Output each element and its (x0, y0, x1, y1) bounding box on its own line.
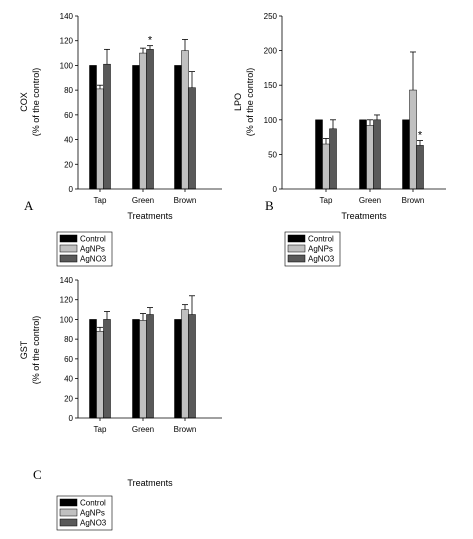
x-axis-title-c: Treatments (127, 478, 173, 488)
y-tick-label-c-80: 80 (64, 335, 73, 344)
legend-swatch-c-agno3 (59, 518, 78, 527)
x-tick-label-c-brown: Brown (174, 425, 197, 434)
x-axis-title-b: Treatments (341, 211, 387, 221)
bar-a-green-control (132, 65, 140, 190)
bar-a-tap-agno3 (103, 63, 111, 190)
x-tick-label-c-green: Green (132, 425, 154, 434)
bar-b-green-control (359, 119, 367, 190)
legend-label-a-agnps: AgNPs (80, 245, 105, 254)
bar-a-brown-agnps (181, 50, 189, 190)
panel-letter-b: B (265, 198, 274, 213)
legend-swatch-b-agno3 (287, 254, 306, 263)
significance-marker-a: * (148, 35, 153, 47)
y-tick-label-a-20: 20 (64, 160, 73, 169)
bar-c-green-control (132, 319, 140, 419)
panel-letter-c: C (33, 467, 42, 482)
bar-a-brown-agno3 (188, 87, 196, 190)
bar-a-green-agnps (139, 52, 147, 190)
x-tick-label-b-green: Green (359, 196, 381, 205)
bar-c-green-agno3 (146, 314, 154, 419)
legend-swatch-a-control (59, 234, 78, 243)
y-axis-subtitle-b: (% of the control) (245, 68, 255, 137)
legend-label-c-agnps: AgNPs (80, 509, 105, 518)
legend-swatch-c-control (59, 498, 78, 507)
bar-c-brown-control (174, 319, 182, 419)
legend-label-c-agno3: AgNO3 (80, 519, 107, 528)
y-tick-label-a-60: 60 (64, 111, 73, 120)
bar-b-green-agnps (366, 125, 374, 190)
y-tick-label-b-0: 0 (273, 185, 278, 194)
y-axis-subtitle-a: (% of the control) (31, 68, 41, 137)
bar-b-tap-control (315, 119, 323, 190)
bar-c-green-agnps (139, 320, 147, 419)
y-tick-label-a-80: 80 (64, 86, 73, 95)
bar-c-brown-agnps (181, 309, 189, 419)
x-tick-label-c-tap: Tap (94, 425, 107, 434)
y-tick-label-b-250: 250 (264, 12, 278, 21)
legend-swatch-a-agnps (59, 244, 78, 253)
legend-swatch-b-control (287, 234, 306, 243)
panel-c-gst-chart: 0 20 40 60 80 100 120 140 Tap Green Brown Treatment… (19, 276, 222, 531)
bar-c-brown-agno3 (188, 314, 196, 419)
bar-b-brown-agnps (409, 89, 417, 190)
bar-b-green-agno3 (373, 119, 381, 190)
y-tick-label-b-100: 100 (264, 116, 278, 125)
panel-b-lpo-chart: * 0 50 100 150 200 250 Tap Green Brown Treatments L… (233, 12, 446, 267)
legend-label-c-control: Control (80, 499, 106, 508)
legend-label-b-agnps: AgNPs (308, 245, 333, 254)
y-tick-label-b-200: 200 (264, 47, 278, 56)
y-tick-label-c-140: 140 (60, 276, 74, 285)
x-tick-label-a-tap: Tap (94, 196, 107, 205)
y-tick-label-a-100: 100 (60, 61, 74, 70)
y-axis-title-b: LPO (233, 93, 243, 111)
y-tick-label-c-100: 100 (60, 315, 74, 324)
x-tick-label-b-tap: Tap (320, 196, 333, 205)
y-tick-label-c-20: 20 (64, 394, 73, 403)
bar-a-brown-control (174, 65, 182, 190)
bar-b-brown-control (402, 119, 410, 190)
bar-b-brown-agno3 (416, 145, 424, 190)
y-tick-label-c-0: 0 (69, 414, 74, 423)
x-tick-label-a-green: Green (132, 196, 154, 205)
legend-label-a-agno3: AgNO3 (80, 255, 107, 264)
y-tick-label-a-140: 140 (60, 12, 74, 21)
y-tick-label-c-60: 60 (64, 355, 73, 364)
y-axis-title-c: GST (19, 340, 29, 359)
panel-a-cox-chart: * 0 20 40 60 80 100 120 140 Tap Green BrownTreatmen… (19, 12, 222, 267)
legend-swatch-c-agnps (59, 508, 78, 517)
significance-marker-b: * (418, 130, 423, 142)
legend-swatch-b-agnps (287, 244, 306, 253)
legend-label-a-control: Control (80, 235, 106, 244)
y-axis-subtitle-c: (% of the control) (31, 316, 41, 385)
bar-c-tap-control (89, 319, 97, 419)
panel-letter-a: A (24, 198, 34, 213)
bar-c-tap-agno3 (103, 319, 111, 419)
bar-b-tap-agnps (322, 143, 330, 190)
y-tick-label-a-120: 120 (60, 37, 74, 46)
bar-a-green-agno3 (146, 49, 154, 190)
x-tick-label-a-brown: Brown (174, 196, 197, 205)
bar-a-tap-agnps (96, 88, 104, 190)
x-axis-title-a: Treatments (127, 211, 173, 221)
y-tick-label-b-150: 150 (264, 81, 278, 90)
bar-b-tap-agno3 (329, 128, 337, 190)
y-tick-label-b-50: 50 (268, 150, 277, 159)
legend-label-b-agno3: AgNO3 (308, 255, 335, 264)
legend-label-b-control: Control (308, 235, 334, 244)
y-axis-title-a: COX (19, 92, 29, 112)
y-tick-label-c-40: 40 (64, 375, 73, 384)
legend-swatch-a-agno3 (59, 254, 78, 263)
x-tick-label-b-brown: Brown (402, 196, 425, 205)
bar-a-tap-control (89, 65, 97, 190)
y-tick-label-a-0: 0 (69, 185, 74, 194)
y-tick-label-a-40: 40 (64, 136, 73, 145)
bar-c-tap-agnps (96, 331, 104, 419)
y-tick-label-c-120: 120 (60, 296, 74, 305)
